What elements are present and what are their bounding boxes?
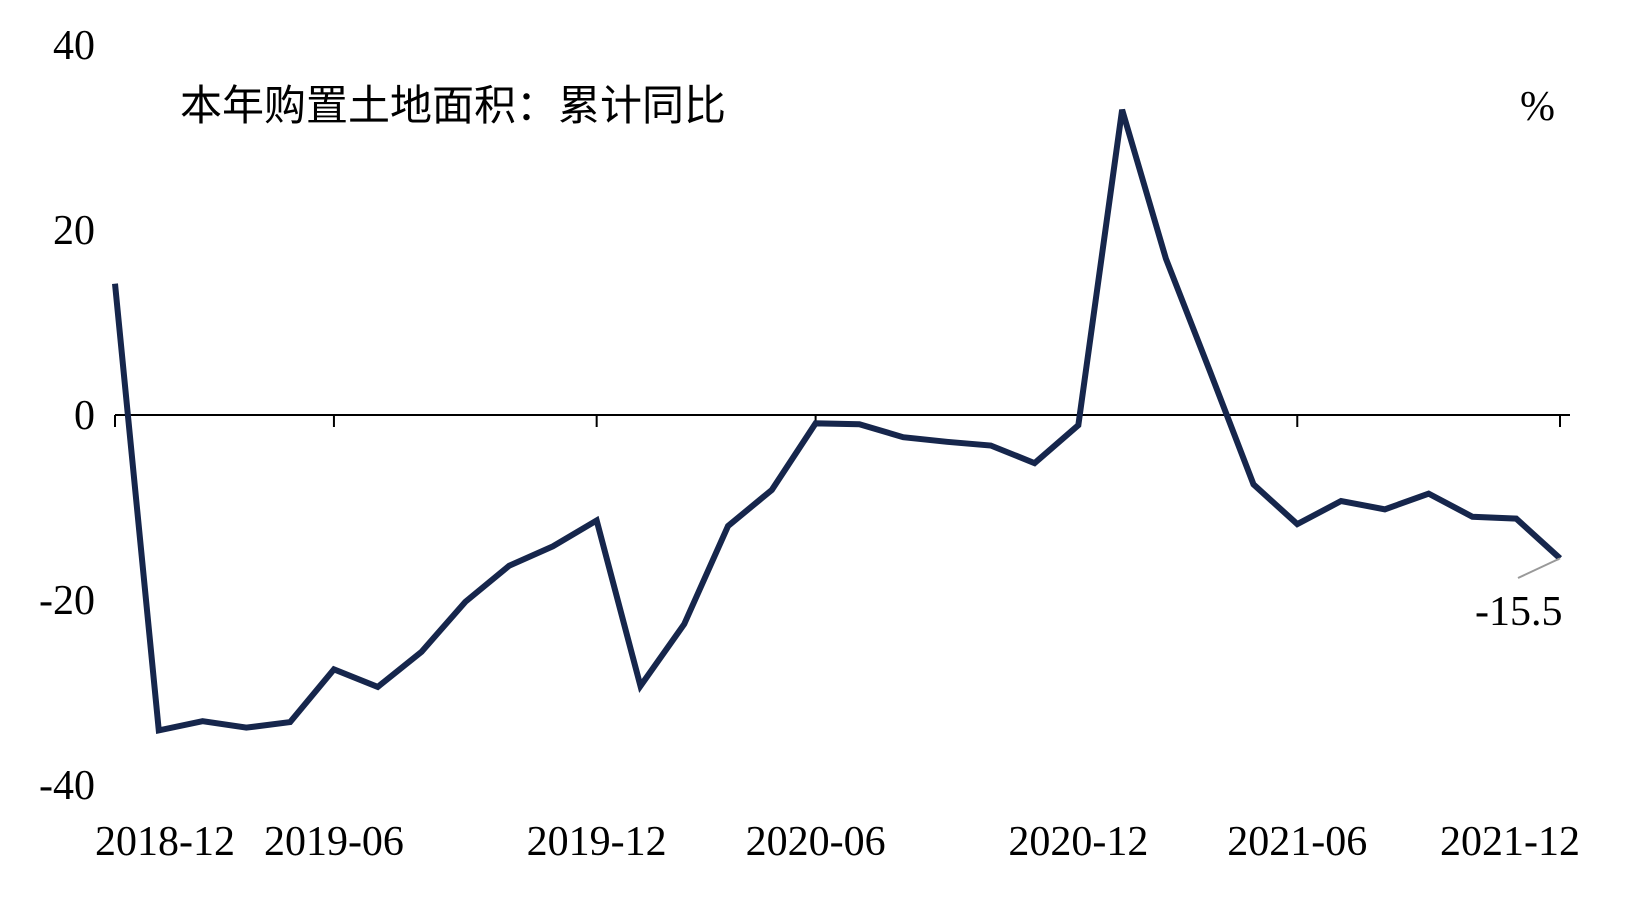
x-tick-label: 2019-06 — [264, 819, 404, 865]
line-chart: -40 -20 0 20 40 2018-12 2019-06 2019-12 2020-06 2… — [0, 0, 1645, 907]
x-tick-label: 2021-06 — [1227, 819, 1367, 865]
y-tick-label: 0 — [74, 393, 95, 439]
x-tick-label: 2020-12 — [1008, 819, 1148, 865]
x-tick-label: 2019-12 — [527, 819, 667, 865]
legend-label: 本年购置土地面积：累计同比 — [180, 83, 726, 130]
y-tick-label: 40 — [53, 23, 95, 69]
y-tick-label: 20 — [53, 208, 95, 254]
chart-container: -40 -20 0 20 40 2018-12 2019-06 2019-12 2020-06 2… — [0, 0, 1645, 907]
end-data-label: -15.5 — [1475, 589, 1563, 635]
x-tick-label: 2020-06 — [746, 819, 886, 865]
chart-background — [0, 0, 1645, 907]
x-tick-label: 2021-12 — [1440, 819, 1580, 865]
unit-label: % — [1520, 84, 1555, 130]
y-tick-label: -40 — [39, 763, 95, 809]
x-tick-label: 2018-12 — [95, 819, 235, 865]
y-tick-label: -20 — [39, 578, 95, 624]
